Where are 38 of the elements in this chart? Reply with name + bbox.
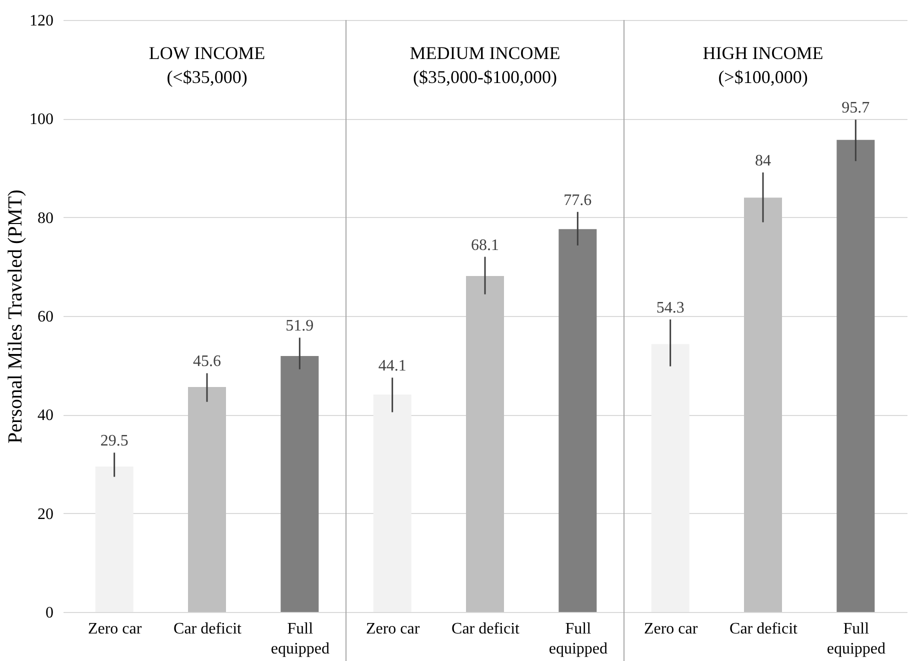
y-tick-label: 40	[38, 407, 54, 424]
data-label: 54.3	[656, 299, 684, 316]
data-label: 29.5	[100, 432, 128, 450]
bar	[373, 394, 412, 612]
x-tick-label: Car deficit	[174, 620, 242, 638]
y-tick-label: 0	[46, 604, 54, 622]
bar	[836, 140, 875, 612]
y-tick-label: 100	[30, 111, 54, 128]
bar	[95, 466, 134, 612]
x-tick-label: Full equipped	[548, 620, 608, 658]
x-tick-label: Zero car	[644, 620, 698, 638]
data-label: 77.6	[564, 192, 592, 209]
x-tick-label: Zero car	[366, 620, 420, 638]
bar	[558, 229, 597, 612]
data-label: 44.1	[378, 358, 406, 375]
y-tick-label: 60	[38, 308, 54, 326]
annotation: HIGH INCOME (>$100,000)	[702, 43, 824, 87]
bar	[651, 344, 690, 612]
x-tick-label: Car deficit	[730, 620, 798, 638]
annotation: MEDIUM INCOME ($35,000-$100,000)	[410, 43, 560, 87]
y-tick-label: 20	[38, 506, 54, 523]
data-label: 68.1	[471, 236, 499, 254]
x-tick-label: Full equipped	[826, 620, 886, 658]
bar	[280, 356, 319, 612]
bar	[744, 198, 782, 612]
data-label: 95.7	[842, 100, 870, 117]
bar	[466, 276, 504, 612]
x-tick-label: Car deficit	[452, 620, 520, 638]
y-axis-title: Personal Miles Traveled (PMT)	[4, 190, 26, 444]
data-label: 84	[755, 152, 771, 170]
annotation: LOW INCOME (<$35,000)	[148, 43, 266, 87]
y-tick-label: 120	[30, 12, 54, 30]
x-tick-label: Zero car	[88, 620, 142, 638]
y-tick-label: 80	[38, 210, 54, 227]
x-tick-label: Full equipped	[270, 620, 330, 658]
bar	[188, 387, 226, 612]
data-label: 45.6	[193, 353, 221, 370]
data-label: 51.9	[286, 318, 314, 335]
